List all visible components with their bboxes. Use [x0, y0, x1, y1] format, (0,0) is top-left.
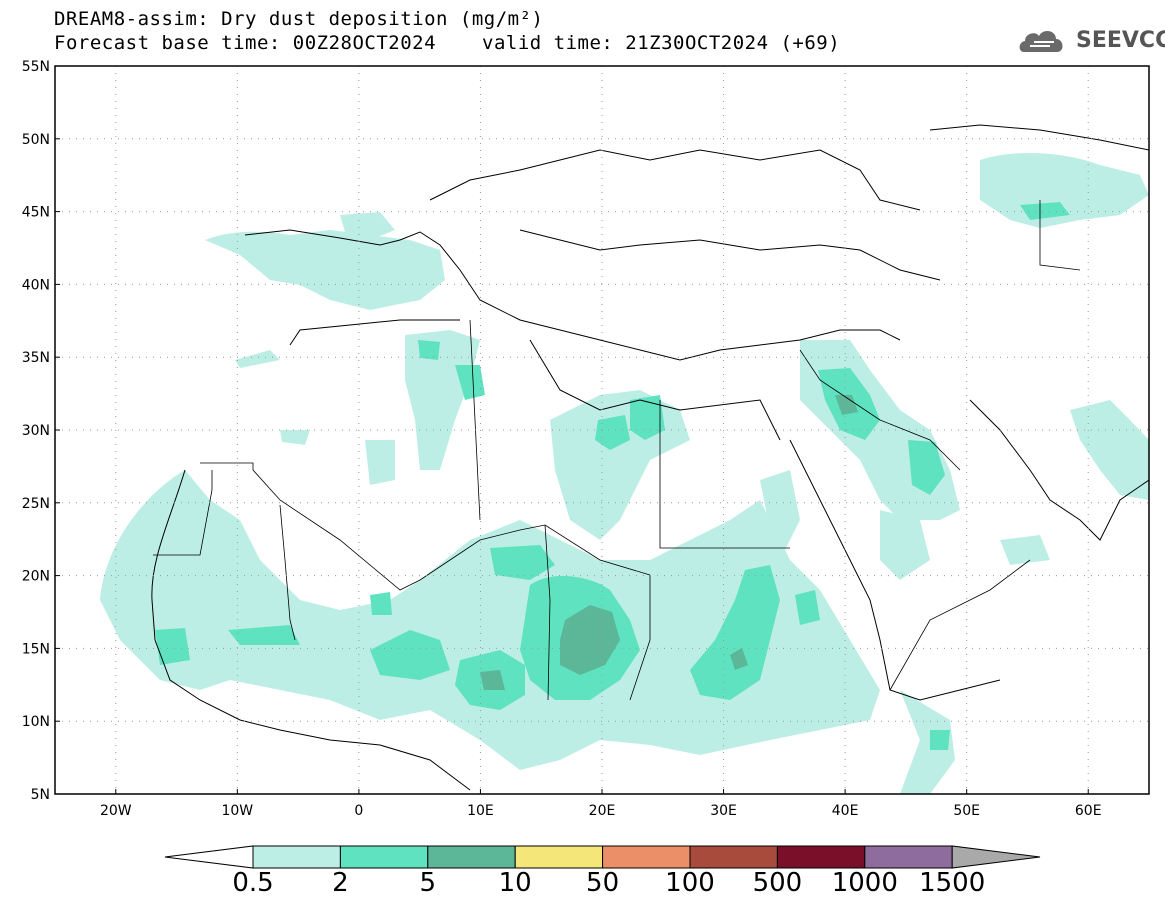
lat-label: 30N — [22, 423, 50, 439]
dust-level-2 — [155, 202, 1070, 750]
colorbar-label: 2 — [332, 868, 349, 898]
dust-level-0.5 — [100, 153, 1149, 794]
dust-level-5 — [480, 395, 858, 690]
colorbar-box — [602, 845, 691, 869]
lon-label: 0 — [354, 803, 363, 819]
lon-label: 50E — [953, 803, 980, 819]
lat-label: 25N — [22, 496, 50, 512]
lat-label: 20N — [22, 569, 50, 585]
lat-label: 55N — [22, 59, 50, 75]
lat-label: 40N — [22, 277, 50, 293]
colorbar-box — [514, 845, 604, 869]
lon-label: 30E — [710, 803, 737, 819]
lon-label: 10E — [467, 803, 494, 819]
valid-time: valid time: 21Z30OCT2024 (+69) — [482, 32, 841, 54]
colorbar-label: 10 — [498, 868, 532, 898]
colorbar-label: 500 — [752, 868, 803, 898]
longitude-labels: 20W 10W 0 10E 20E 30E 40E 50E 60E — [100, 789, 1102, 819]
map-title: DREAM8-assim: Dry dust deposition (mg/m²… — [54, 8, 544, 30]
lon-label: 20E — [589, 803, 616, 819]
colorbar-box — [427, 845, 516, 869]
colorbar-label: 5 — [419, 868, 437, 898]
dust-fields — [100, 153, 1149, 794]
colorbar-label: 100 — [665, 868, 715, 898]
colorbar-label: 0.5 — [232, 868, 274, 898]
colorbar-over-triangle — [951, 845, 1041, 869]
forecast-base-time: Forecast base time: 00Z28OCT2024 — [54, 32, 437, 54]
colorbar-label: 50 — [586, 868, 620, 898]
latitude-labels: 55N 50N 45N 40N 35N 30N 25N 20N 15N 10N 5N — [22, 59, 60, 803]
colorbar-box — [776, 845, 866, 869]
colorbar-label: 1500 — [919, 868, 986, 898]
lon-label: 60E — [1075, 803, 1102, 819]
colorbar-under-triangle — [164, 845, 254, 869]
country-borders — [153, 200, 1081, 701]
colorbar-box — [689, 845, 778, 869]
colorbar-label: 1000 — [831, 868, 898, 898]
lat-label: 35N — [22, 350, 50, 366]
cloud-logo-icon — [1019, 30, 1063, 52]
colorbar-box — [339, 845, 429, 869]
lat-label: 50N — [22, 132, 50, 148]
lon-label: 20W — [100, 803, 132, 819]
logo-text: SEEVCCC — [1076, 28, 1165, 53]
lat-label: 5N — [31, 787, 50, 803]
lat-label: 45N — [22, 205, 50, 221]
coastlines — [151, 124, 1149, 791]
lat-label: 10N — [22, 714, 50, 730]
colorbar-boxes — [164, 845, 1041, 869]
lon-label: 40E — [832, 803, 859, 819]
colorbar-box — [864, 845, 953, 869]
colorbar-box — [252, 845, 341, 869]
graticule — [55, 66, 1149, 794]
lon-label: 10W — [221, 803, 253, 819]
lat-label: 15N — [22, 641, 50, 657]
